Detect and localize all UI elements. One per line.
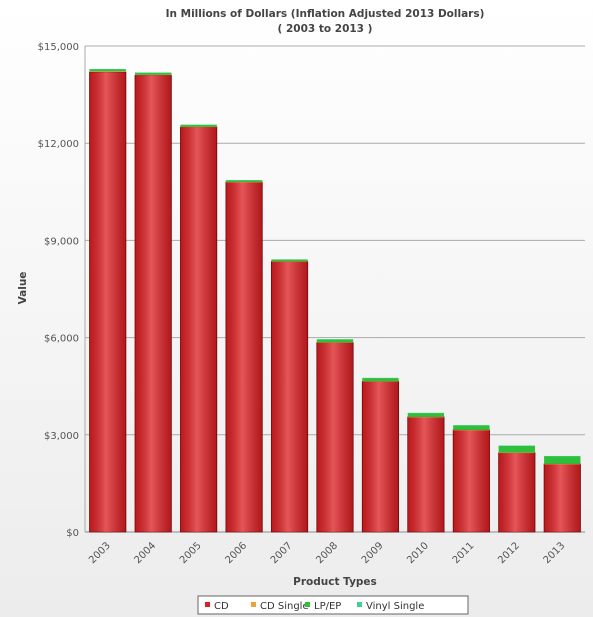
bar-segment-vinyl-single[interactable] — [89, 69, 126, 70]
legend-item-label[interactable]: Vinyl Single — [366, 601, 424, 612]
bar-segment-vinyl-single[interactable] — [316, 339, 354, 340]
y-tick-label: $3,000 — [44, 431, 79, 442]
legend-item-label[interactable]: LP/EP — [314, 601, 341, 612]
y-axis-title: Value — [17, 272, 29, 305]
legend-marker — [251, 602, 256, 607]
bar-segment-vinyl-single[interactable] — [544, 455, 581, 457]
chart-title: In Millions of Dollars (Inflation Adjust… — [166, 8, 485, 20]
legend-item-label[interactable]: CD — [214, 601, 229, 612]
x-tick-label: 2005 — [178, 540, 204, 566]
bar-segment-lp-ep[interactable] — [271, 259, 308, 262]
bar-segment-vinyl-single[interactable] — [362, 377, 399, 379]
bar-segment-lp-ep[interactable] — [135, 72, 172, 75]
bar-shine — [180, 127, 217, 532]
legend-box — [197, 595, 469, 615]
bar-segment-vinyl-single[interactable] — [453, 425, 490, 426]
bar-segment-vinyl-single[interactable] — [271, 259, 308, 260]
bars — [89, 69, 581, 533]
bar-segment-vinyl-single[interactable] — [498, 445, 535, 447]
bar-segment-vinyl-single[interactable] — [135, 72, 172, 73]
bar-segment-cd-single[interactable] — [316, 342, 354, 343]
legend-marker — [205, 602, 210, 607]
x-tick-label: 2010 — [405, 540, 431, 566]
bar-shine — [498, 452, 535, 532]
bar-segment-vinyl-single[interactable] — [180, 124, 217, 126]
y-tick-label: $0 — [66, 528, 79, 539]
bar-segment-cd-single[interactable] — [135, 74, 172, 76]
legend-marker — [305, 602, 310, 607]
bar-segment-cd-single[interactable] — [271, 261, 308, 262]
bar-segment-cd-single[interactable] — [407, 416, 445, 418]
y-tick-label: $9,000 — [44, 236, 79, 247]
legend-item-label[interactable]: CD Single — [260, 601, 309, 612]
bar-shine — [271, 261, 308, 532]
x-tick-label: 2006 — [223, 540, 249, 566]
legend: CD CD Single LP/EP Vinyl Single — [197, 595, 469, 615]
x-tick-label: 2003 — [87, 540, 113, 566]
x-tick-label: 2011 — [451, 540, 477, 566]
bar-shine — [453, 429, 490, 532]
x-tick-label: 2008 — [314, 540, 340, 566]
bar-shine — [407, 416, 445, 532]
bar-segment-cd-single[interactable] — [498, 452, 535, 454]
chart-subtitle: ( 2003 to 2013 ) — [278, 23, 373, 35]
bar-shine — [362, 381, 399, 532]
bar-segment-lp-ep[interactable] — [407, 412, 445, 417]
x-axis-title: Product Types — [293, 576, 377, 588]
x-tick-label: 2013 — [542, 540, 568, 566]
bar-shine — [316, 342, 354, 532]
bar-segment-cd-single[interactable] — [225, 181, 263, 183]
bar-segment-lp-ep[interactable] — [362, 378, 399, 382]
x-tick-label: 2007 — [269, 540, 295, 566]
y-tick-label: $6,000 — [44, 334, 79, 345]
bar-segment-cd-single[interactable] — [180, 126, 217, 128]
bar-segment-lp-ep[interactable] — [498, 445, 535, 453]
bar-segment-vinyl-single[interactable] — [407, 412, 445, 414]
bar-segment-lp-ep[interactable] — [453, 425, 490, 430]
bar-segment-vinyl-single[interactable] — [225, 180, 263, 181]
bar-segment-lp-ep[interactable] — [544, 456, 581, 464]
bar-shine — [135, 75, 172, 532]
y-tick-label: $15,000 — [38, 42, 79, 53]
bar-segment-cd-single[interactable] — [453, 429, 490, 431]
bar-shine — [89, 71, 126, 533]
bar-segment-lp-ep[interactable] — [180, 124, 217, 127]
bar-segment-lp-ep[interactable] — [225, 180, 263, 182]
bar-segment-lp-ep[interactable] — [89, 69, 126, 72]
legend-marker — [357, 602, 362, 607]
bar-shine — [225, 182, 263, 532]
bar-segment-cd-single[interactable] — [362, 381, 399, 382]
bar-shine — [544, 463, 581, 532]
bar-segment-cd-single[interactable] — [544, 463, 581, 465]
bar-segment-lp-ep[interactable] — [316, 339, 354, 343]
y-tick-label: $12,000 — [38, 139, 79, 150]
x-tick-label: 2004 — [133, 540, 159, 566]
bar-segment-cd-single[interactable] — [89, 71, 126, 72]
x-tick-label: 2009 — [360, 540, 386, 566]
x-tick-label: 2012 — [496, 540, 522, 566]
